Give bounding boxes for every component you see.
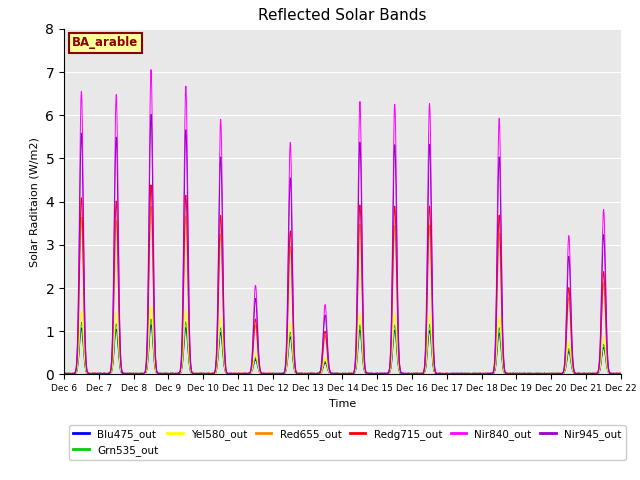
Nir840_out	[609, 372, 617, 377]
Redg715_out	[60, 372, 68, 377]
Blu475_out	[60, 371, 68, 377]
Yel580_out	[542, 371, 550, 377]
Redg715_out	[404, 372, 412, 377]
Nir945_out	[116, 321, 124, 327]
Yel580_out	[609, 371, 617, 377]
Red655_out	[376, 371, 384, 376]
Line: Redg715_out: Redg715_out	[64, 185, 621, 374]
Nir840_out	[60, 371, 68, 376]
Red655_out	[609, 370, 617, 376]
Y-axis label: Solar Raditaion (W/m2): Solar Raditaion (W/m2)	[30, 137, 40, 266]
Red655_out	[147, 204, 155, 209]
Redg715_out	[236, 371, 244, 377]
Line: Yel580_out: Yel580_out	[64, 307, 621, 374]
Blu475_out	[147, 322, 155, 328]
Nir840_out	[376, 371, 384, 376]
Red655_out	[236, 371, 244, 377]
Blu475_out	[609, 371, 617, 376]
Redg715_out	[617, 371, 625, 376]
Nir840_out	[401, 372, 409, 377]
Blu475_out	[542, 371, 550, 376]
Yel580_out	[376, 372, 384, 377]
Nir945_out	[511, 370, 518, 376]
Nir945_out	[241, 372, 248, 377]
Redg715_out	[542, 372, 550, 377]
Blu475_out	[116, 362, 124, 368]
Grn535_out	[376, 372, 384, 377]
Redg715_out	[376, 371, 384, 376]
Text: BA_arable: BA_arable	[72, 36, 139, 49]
Red655_out	[238, 372, 246, 377]
Red655_out	[542, 371, 550, 377]
Redg715_out	[511, 371, 518, 377]
Line: Red655_out: Red655_out	[64, 206, 621, 374]
Blu475_out	[376, 372, 384, 377]
Redg715_out	[147, 182, 155, 188]
Blu475_out	[455, 372, 463, 377]
Nir945_out	[236, 371, 244, 377]
Grn535_out	[542, 371, 550, 376]
Nir840_out	[511, 371, 518, 376]
Yel580_out	[116, 358, 124, 364]
Grn535_out	[511, 371, 518, 377]
Nir945_out	[147, 111, 155, 117]
Yel580_out	[60, 372, 68, 377]
Yel580_out	[617, 371, 625, 377]
Nir945_out	[60, 372, 68, 377]
Red655_out	[60, 371, 68, 376]
Nir945_out	[542, 372, 550, 377]
Nir840_out	[617, 371, 625, 376]
Blu475_out	[617, 371, 625, 377]
Nir840_out	[116, 313, 124, 319]
Line: Grn535_out: Grn535_out	[64, 319, 621, 374]
Line: Nir840_out: Nir840_out	[64, 70, 621, 374]
Yel580_out	[236, 371, 244, 376]
Red655_out	[116, 338, 124, 344]
Grn535_out	[435, 372, 443, 377]
Nir840_out	[236, 371, 244, 376]
Yel580_out	[147, 304, 155, 310]
Line: Blu475_out: Blu475_out	[64, 325, 621, 374]
Grn535_out	[236, 372, 244, 377]
Line: Nir945_out: Nir945_out	[64, 114, 621, 374]
Grn535_out	[147, 316, 155, 322]
Yel580_out	[412, 372, 420, 377]
Grn535_out	[116, 360, 124, 366]
Red655_out	[617, 371, 625, 377]
Grn535_out	[617, 370, 625, 376]
Nir945_out	[617, 372, 625, 377]
Grn535_out	[60, 372, 68, 377]
Redg715_out	[116, 335, 124, 341]
Blu475_out	[511, 371, 518, 377]
X-axis label: Time: Time	[329, 399, 356, 408]
Legend: Blu475_out, Grn535_out, Yel580_out, Red655_out, Redg715_out, Nir840_out, Nir945_: Blu475_out, Grn535_out, Yel580_out, Red6…	[69, 424, 625, 460]
Grn535_out	[609, 372, 617, 377]
Blu475_out	[236, 371, 244, 376]
Nir840_out	[542, 371, 550, 376]
Redg715_out	[609, 371, 617, 377]
Title: Reflected Solar Bands: Reflected Solar Bands	[258, 9, 427, 24]
Yel580_out	[511, 372, 518, 377]
Nir840_out	[147, 67, 155, 72]
Red655_out	[511, 371, 518, 376]
Nir945_out	[376, 372, 384, 377]
Nir945_out	[609, 370, 617, 376]
